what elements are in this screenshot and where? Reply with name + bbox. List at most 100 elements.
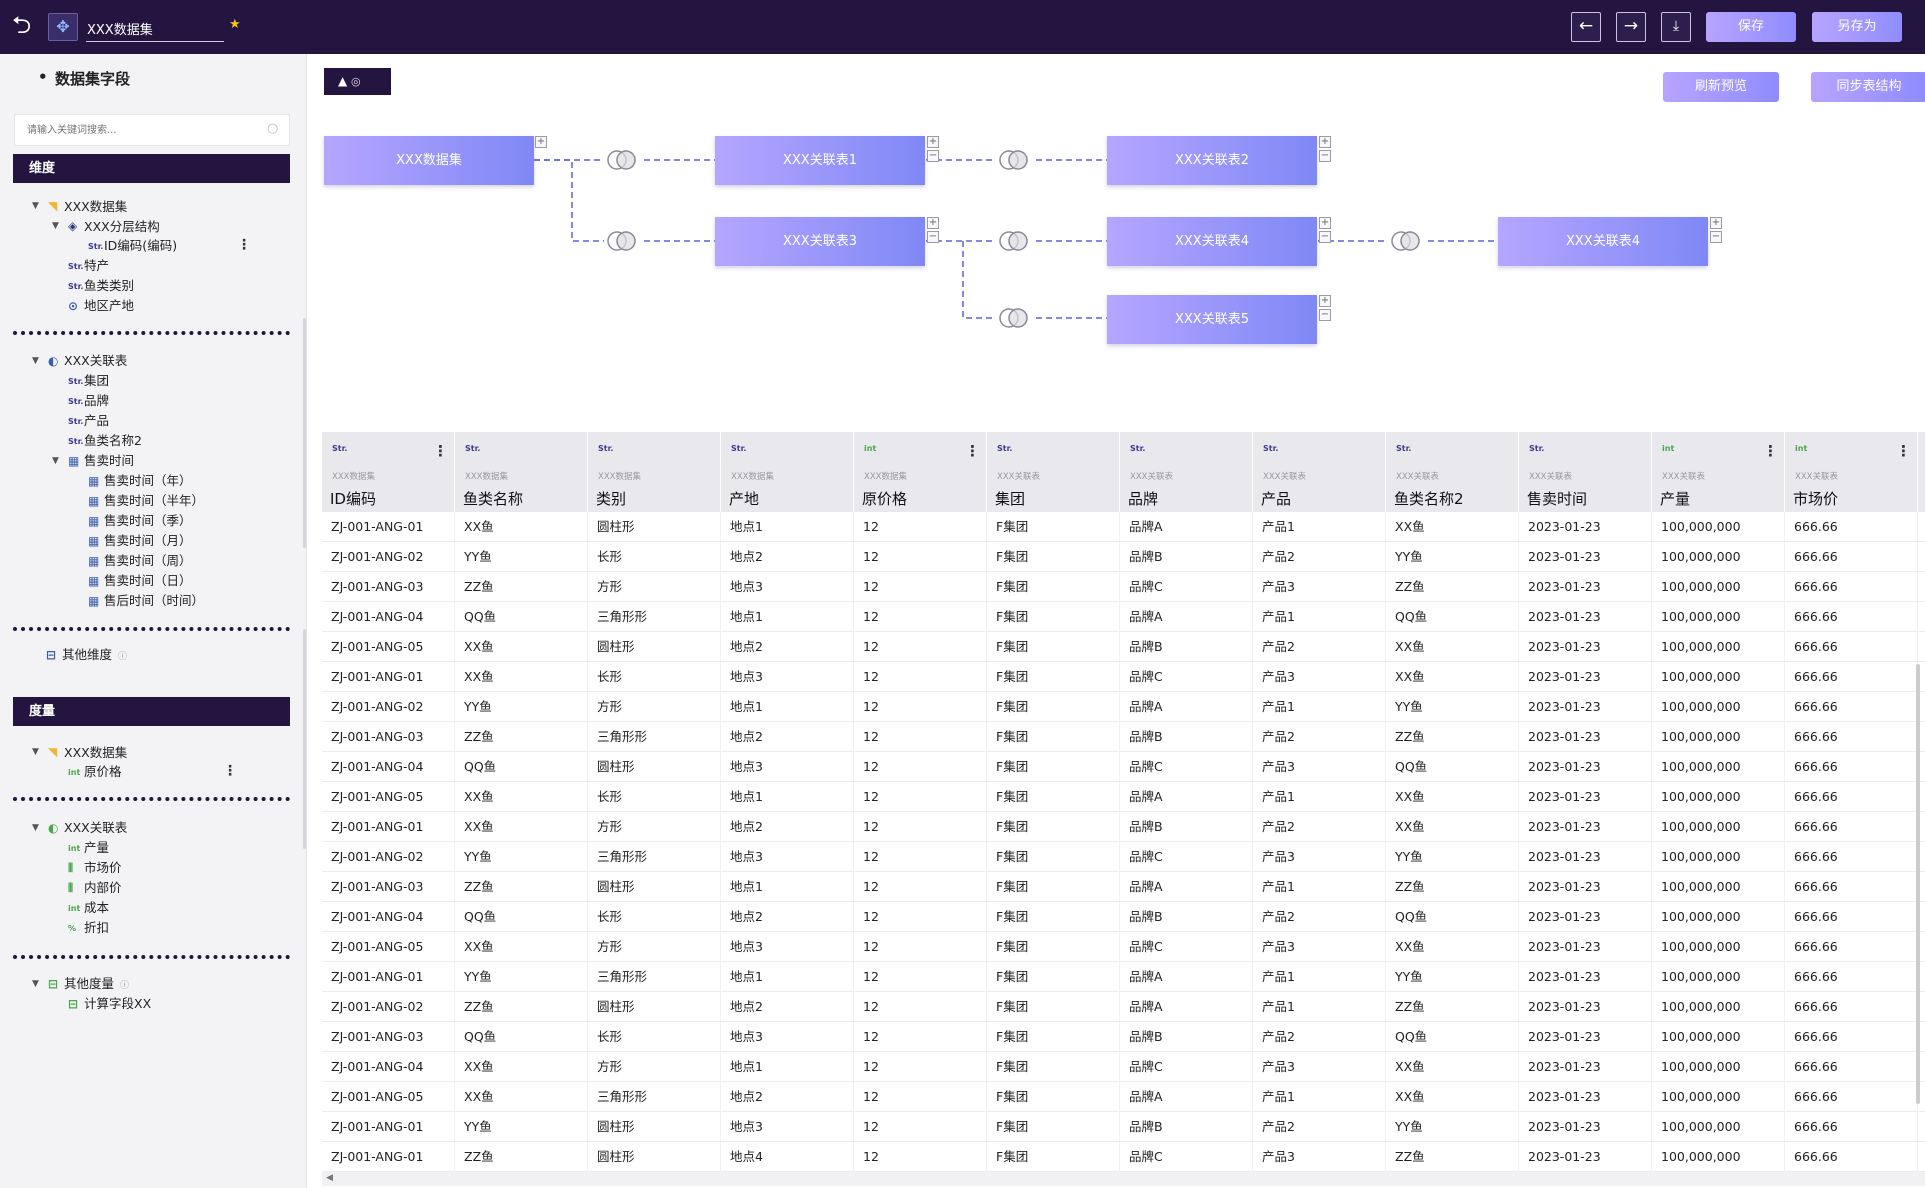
- save-as-button[interactable]: 另存为: [1812, 12, 1902, 42]
- table-row[interactable]: ZJ-001-ANG-02 YY鱼 三角形形 地点3 12 F集团 品牌C 产品3 YY鱼 202…: [322, 842, 1925, 872]
- horizontal-scrollbar[interactable]: ◀: [322, 1172, 1925, 1186]
- table-row[interactable]: ZJ-001-ANG-01 XX鱼 圆柱形 地点1 12 F集团 品牌A 产品1 XX鱼 2023…: [322, 512, 1925, 542]
- collapse-up-icon[interactable]: ▲ ◎: [324, 68, 391, 95]
- table-row[interactable]: ZJ-001-ANG-05 XX鱼 方形 地点3 12 F集团 品牌C 产品3 XX鱼 2023-…: [322, 932, 1925, 962]
- table-row[interactable]: ZJ-001-ANG-01 ZZ鱼 圆柱形 地点4 12 F集团 品牌C 产品3 ZZ鱼 2023…: [322, 1142, 1925, 1172]
- tree-node-join-table[interactable]: ◐ XXX关联表: [48, 353, 128, 368]
- field-item[interactable]: ⊙ 地区产地: [68, 298, 135, 313]
- table-row[interactable]: ZJ-001-ANG-05 XX鱼 三角形形 地点2 12 F集团 品牌A 产品1 XX鱼 202…: [322, 1082, 1925, 1112]
- plus-icon[interactable]: +: [927, 217, 939, 229]
- table-row[interactable]: ZJ-001-ANG-04 QQ鱼 长形 地点2 12 F集团 品牌B 产品2 QQ鱼 2023-…: [322, 902, 1925, 932]
- collapse-toggle[interactable]: ▼: [32, 823, 39, 833]
- table-row[interactable]: ZJ-001-ANG-03 ZZ鱼 方形 地点3 12 F集团 品牌C 产品3 ZZ鱼 2023-…: [322, 572, 1925, 602]
- scroll-left-icon[interactable]: ◀: [326, 1173, 333, 1183]
- join-type-icon[interactable]: [1390, 229, 1422, 253]
- collapse-toggle[interactable]: ▼: [32, 979, 39, 989]
- join-node[interactable]: XXX数据集: [324, 136, 534, 185]
- field-item-date[interactable]: ▦ 售卖时间（月）: [88, 533, 192, 548]
- table-row[interactable]: ZJ-001-ANG-03 ZZ鱼 三角形形 地点2 12 F集团 品牌B 产品2 ZZ鱼 202…: [322, 722, 1925, 752]
- plus-icon[interactable]: +: [1319, 136, 1331, 148]
- column-header[interactable]: Str. XXX数据集 鱼类名称: [455, 432, 588, 512]
- minus-icon[interactable]: −: [1319, 150, 1331, 162]
- table-row[interactable]: ZJ-001-ANG-02 YY鱼 方形 地点1 12 F集团 品牌A 产品1 YY鱼 2023-…: [322, 692, 1925, 722]
- column-header[interactable]: int XXX数据集 原价格 ⋮: [854, 432, 987, 512]
- field-item[interactable]: Str.品牌: [68, 393, 110, 408]
- column-header[interactable]: int XXX关联表 市场价 ⋮: [1785, 432, 1918, 512]
- plus-icon[interactable]: +: [1319, 295, 1331, 307]
- collapse-toggle[interactable]: ▼: [52, 221, 59, 231]
- column-header[interactable]: Str. XXX数据集 类别: [588, 432, 721, 512]
- minus-icon[interactable]: −: [1319, 231, 1331, 243]
- star-icon[interactable]: ★: [229, 17, 241, 32]
- column-header[interactable]: Str. XXX关联表 集团: [987, 432, 1120, 512]
- more-vert-icon[interactable]: ⋮: [223, 763, 237, 779]
- column-header[interactable]: Str. XXX关联表 鱼类名称2: [1386, 432, 1519, 512]
- other-measures[interactable]: ⊟ 其他度量 ⓘ: [48, 976, 130, 991]
- collapse-toggle[interactable]: ▼: [32, 201, 39, 211]
- dataset-title-field[interactable]: XXX数据集: [86, 12, 224, 42]
- field-item[interactable]: Str.ID编码(编码): [88, 238, 178, 253]
- search-input[interactable]: [15, 115, 261, 145]
- join-type-icon[interactable]: [998, 229, 1030, 253]
- field-item-date[interactable]: ▦ 售卖时间（季）: [88, 513, 192, 528]
- arrow-left-icon[interactable]: ←: [1571, 12, 1601, 42]
- save-button[interactable]: 保存: [1706, 12, 1796, 42]
- join-type-icon[interactable]: [606, 148, 638, 172]
- collapse-toggle[interactable]: ▼: [32, 356, 39, 366]
- table-row[interactable]: ZJ-001-ANG-05 XX鱼 长形 地点1 12 F集团 品牌A 产品1 XX鱼 2023-…: [322, 782, 1925, 812]
- field-item-date[interactable]: ▦ 售卖时间（周）: [88, 553, 192, 568]
- table-row[interactable]: ZJ-001-ANG-02 ZZ鱼 圆柱形 地点2 12 F集团 品牌A 产品1 ZZ鱼 2023…: [322, 992, 1925, 1022]
- download-icon[interactable]: ⤓: [1661, 12, 1691, 42]
- tree-node-join-table[interactable]: ◐ XXX关联表: [48, 820, 128, 835]
- vertical-scrollbar[interactable]: [1916, 664, 1920, 1104]
- field-item[interactable]: Str.特产: [68, 258, 110, 273]
- column-header[interactable]: Str. XXX关联表 售卖时间: [1519, 432, 1652, 512]
- collapse-toggle[interactable]: ▼: [32, 747, 39, 757]
- minus-icon[interactable]: −: [927, 150, 939, 162]
- sync-structure-button[interactable]: 同步表结构: [1811, 72, 1925, 102]
- field-item[interactable]: int 产量: [68, 840, 110, 855]
- field-item-date[interactable]: ▦ 售卖时间（日）: [88, 573, 192, 588]
- more-vert-icon[interactable]: ⋮: [237, 237, 251, 253]
- join-type-icon[interactable]: [998, 306, 1030, 330]
- join-node[interactable]: XXX关联表4: [1498, 217, 1708, 266]
- tree-node-dataset[interactable]: ◥ XXX数据集: [48, 199, 128, 214]
- plus-icon[interactable]: +: [535, 136, 547, 148]
- minus-icon[interactable]: −: [927, 231, 939, 243]
- table-row[interactable]: ZJ-001-ANG-01 XX鱼 长形 地点3 12 F集团 品牌C 产品3 XX鱼 2023-…: [322, 662, 1925, 692]
- field-item[interactable]: ⫴ 市场价: [68, 860, 122, 875]
- field-item[interactable]: % 折扣: [68, 920, 110, 935]
- table-row[interactable]: ZJ-001-ANG-03 ZZ鱼 圆柱形 地点1 12 F集团 品牌A 产品1 ZZ鱼 2023…: [322, 872, 1925, 902]
- scrollbar-thumb[interactable]: [303, 318, 306, 548]
- tree-node-dataset[interactable]: ◥ XXX数据集: [48, 745, 128, 760]
- info-icon[interactable]: ⓘ: [118, 652, 128, 662]
- column-header[interactable]: Str. XXX数据集 产地: [721, 432, 854, 512]
- join-type-icon[interactable]: [606, 229, 638, 253]
- more-vert-icon[interactable]: ⋮: [433, 442, 448, 460]
- tree-node-hierarchy[interactable]: ◈ XXX分层结构: [68, 219, 160, 234]
- join-node[interactable]: XXX关联表5: [1107, 295, 1317, 344]
- table-row[interactable]: ZJ-001-ANG-03 QQ鱼 长形 地点3 12 F集团 品牌B 产品2 QQ鱼 2023-…: [322, 1022, 1925, 1052]
- table-row[interactable]: ZJ-001-ANG-02 YY鱼 长形 地点2 12 F集团 品牌B 产品2 YY鱼 2023-…: [322, 542, 1925, 572]
- field-item[interactable]: int 原价格: [68, 764, 122, 779]
- table-row[interactable]: ZJ-001-ANG-04 QQ鱼 圆柱形 地点3 12 F集团 品牌C 产品3 QQ鱼 2023…: [322, 752, 1925, 782]
- join-type-icon[interactable]: [998, 148, 1030, 172]
- search-icon[interactable]: ○: [267, 121, 279, 136]
- field-item[interactable]: Str.集团: [68, 373, 110, 388]
- field-item[interactable]: Str.产品: [68, 413, 110, 428]
- field-item[interactable]: int 成本: [68, 900, 110, 915]
- column-header[interactable]: 内: [1918, 432, 1925, 512]
- more-vert-icon[interactable]: ⋮: [1896, 442, 1911, 460]
- column-header[interactable]: Str. XXX数据集 ID编码 ⋮: [322, 432, 455, 512]
- other-dimensions[interactable]: ⊟ 其他维度 ⓘ: [46, 647, 128, 662]
- info-icon[interactable]: ⓘ: [120, 981, 130, 991]
- undo-arrow-icon[interactable]: ⮌: [12, 11, 32, 39]
- field-item[interactable]: Str.鱼类类别: [68, 278, 135, 293]
- field-item-date[interactable]: ▦ 售卖时间（半年）: [88, 493, 205, 508]
- more-vert-icon[interactable]: ⋮: [965, 442, 980, 460]
- minus-icon[interactable]: −: [1710, 231, 1722, 243]
- refresh-preview-button[interactable]: 刷新预览: [1663, 72, 1779, 102]
- field-item-date[interactable]: ▦ 售卖时间（年）: [88, 473, 192, 488]
- table-row[interactable]: ZJ-001-ANG-05 XX鱼 圆柱形 地点2 12 F集团 品牌B 产品2 XX鱼 2023…: [322, 632, 1925, 662]
- collapse-toggle[interactable]: ▼: [52, 456, 59, 466]
